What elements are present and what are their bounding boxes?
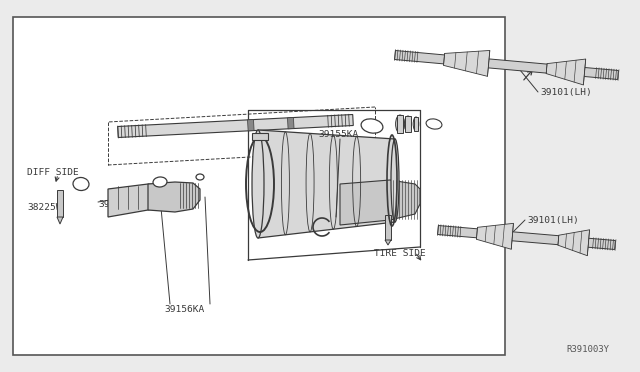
Text: 39156KA: 39156KA: [165, 305, 205, 314]
Polygon shape: [385, 215, 391, 240]
Polygon shape: [340, 180, 420, 225]
Ellipse shape: [361, 119, 383, 133]
Polygon shape: [385, 240, 391, 245]
Polygon shape: [287, 118, 294, 129]
Text: 39101(LH): 39101(LH): [527, 215, 579, 224]
Bar: [397, 115, 403, 133]
Polygon shape: [438, 225, 616, 250]
Bar: [405, 116, 411, 132]
Polygon shape: [476, 223, 513, 249]
Text: DIFF SIDE: DIFF SIDE: [27, 167, 79, 176]
Ellipse shape: [73, 177, 89, 190]
Ellipse shape: [153, 177, 167, 187]
Ellipse shape: [252, 130, 264, 238]
Ellipse shape: [391, 139, 399, 222]
Text: 39752+II: 39752+II: [98, 199, 144, 208]
Polygon shape: [558, 230, 589, 256]
Text: 39155KA: 39155KA: [318, 129, 358, 138]
Polygon shape: [148, 182, 200, 212]
Bar: [13, 17, 505, 355]
Polygon shape: [248, 119, 254, 131]
Text: 38225W: 38225W: [27, 202, 61, 212]
Bar: [414, 117, 418, 131]
Polygon shape: [444, 51, 490, 76]
Text: TIRE SIDE: TIRE SIDE: [374, 250, 426, 259]
Ellipse shape: [196, 174, 204, 180]
Polygon shape: [395, 51, 618, 80]
Polygon shape: [57, 217, 63, 224]
Polygon shape: [57, 190, 63, 217]
Ellipse shape: [396, 115, 404, 133]
Text: 39101(LH): 39101(LH): [540, 87, 592, 96]
Polygon shape: [546, 59, 586, 85]
Polygon shape: [118, 115, 353, 138]
Text: R391003Y: R391003Y: [566, 346, 609, 355]
Polygon shape: [108, 184, 168, 217]
Bar: [252, 133, 268, 140]
Ellipse shape: [413, 117, 419, 131]
Ellipse shape: [426, 119, 442, 129]
Ellipse shape: [404, 116, 412, 132]
Polygon shape: [258, 130, 395, 238]
